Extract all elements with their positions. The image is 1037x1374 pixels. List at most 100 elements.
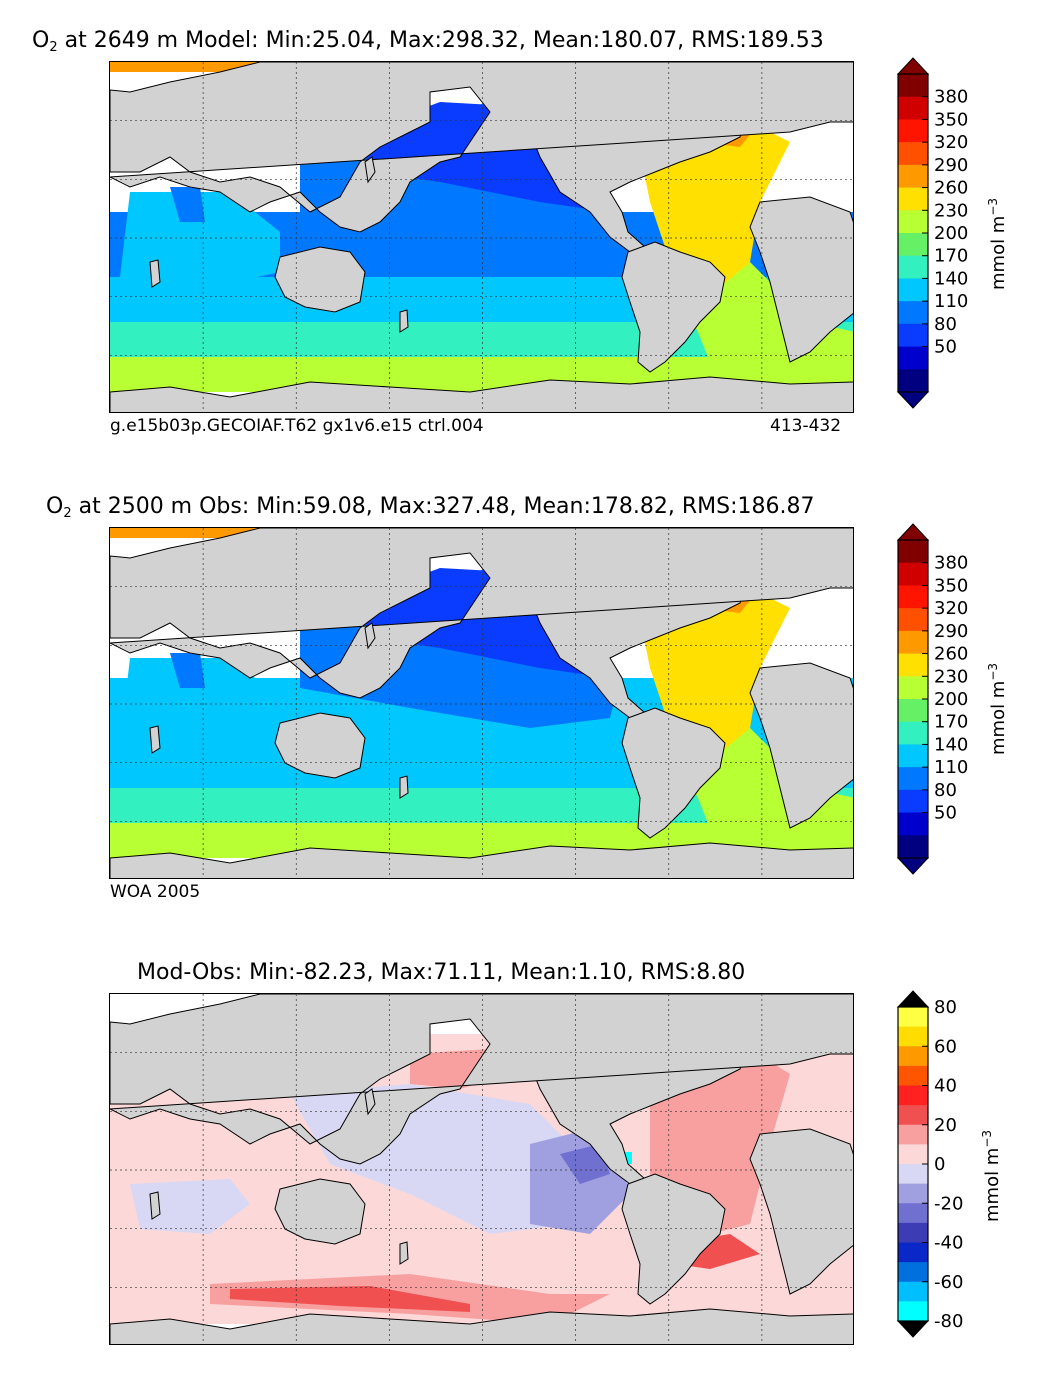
obs-title: O2 at 2500 m Obs: Min:59.08, Max:327.48,…: [46, 494, 815, 521]
colorbar-swatch: [898, 540, 928, 564]
colorbar-tick-label: 260: [934, 644, 968, 665]
colorbar-swatch: [898, 323, 928, 348]
model-colorbar: 380 350 320 290 260 230 200 170 140 110 80 50: [896, 57, 968, 409]
land-mass: [110, 842, 853, 878]
colorbar-tick-label: 140: [934, 268, 968, 289]
colorbar-swatch: [898, 1144, 928, 1165]
colorbar-tick-label: 260: [934, 178, 968, 199]
arabian-sea-zone: [170, 653, 205, 688]
colorbar-tick-label: 110: [934, 757, 968, 778]
colorbar-swatch: [898, 74, 928, 98]
colorbar-tick-label: 20: [934, 1115, 957, 1136]
colorbar-swatch: [898, 585, 928, 609]
land-mass: [110, 376, 853, 412]
colorbar-tick-label: 170: [934, 712, 968, 733]
obs-source-label: WOA 2005: [110, 882, 201, 902]
colorbar-tick-label: 0: [934, 1154, 945, 1175]
colorbar-swatch: [898, 699, 928, 723]
land-mass: [399, 309, 409, 333]
colorbar-tick-label: 200: [934, 689, 968, 710]
colorbar-tick-label: 140: [934, 734, 968, 755]
colorbar-swatch: [898, 346, 928, 370]
land-mass: [274, 1178, 366, 1245]
arabian-sea-zone: [170, 187, 205, 222]
colorbar-swatch: [898, 1164, 928, 1185]
indian-ocean-zone: [120, 658, 280, 758]
colorbar-swatch: [898, 1085, 928, 1106]
colorbar-extend-bottom: [896, 857, 930, 875]
model-colorbar-unit: mmol m−3: [986, 197, 1009, 290]
land-mass: [149, 259, 161, 288]
colorbar-swatch: [898, 789, 928, 814]
colorbar-swatch: [898, 630, 928, 655]
colorbar-tick-label: -20: [934, 1193, 963, 1214]
land-mass: [110, 528, 853, 699]
colorbar-tick-label: 320: [934, 598, 968, 619]
colorbar-tick-label: 80: [934, 314, 957, 335]
colorbar-swatch: [898, 1046, 928, 1067]
colorbar-tick-label: -60: [934, 1272, 963, 1293]
land-mass: [399, 1241, 409, 1265]
colorbar-swatch: [898, 1222, 928, 1243]
colorbar-swatch: [898, 1301, 928, 1322]
diff-map: [109, 993, 854, 1345]
colorbar-swatch: [898, 255, 928, 279]
colorbar-tick-label: 110: [934, 291, 968, 312]
colorbar-tick-label: 320: [934, 132, 968, 153]
land-mass: [621, 707, 726, 839]
model-title: O2 at 2649 m Model: Min:25.04, Max:298.3…: [32, 28, 824, 55]
indian-ocean-negative: [130, 1179, 250, 1234]
colorbar-tick-label: 380: [934, 87, 968, 108]
colorbar-swatch: [898, 96, 928, 120]
diff-colorbar: 80 60 40 20 0 -20 -40 -60 -80: [896, 990, 963, 1338]
land-mass: [621, 241, 726, 373]
obs-colorbar-unit: mmol m−3: [986, 662, 1009, 755]
colorbar-swatch: [898, 1183, 928, 1204]
colorbar-tick-label: 350: [934, 109, 968, 130]
colorbar-swatch: [898, 164, 928, 189]
colorbar-swatch: [898, 1065, 928, 1086]
colorbar-tick-label: 290: [934, 155, 968, 176]
colorbar-swatch: [898, 1007, 928, 1028]
colorbar-swatch: [898, 1262, 928, 1283]
colorbar-swatch: [898, 187, 928, 211]
land-mass: [110, 994, 853, 1165]
map-svg: [110, 994, 853, 1344]
land-mass: [621, 1173, 726, 1305]
colorbar-swatch: [898, 676, 928, 700]
colorbar-tick-label: 170: [934, 246, 968, 267]
colorbar-tick-label: -80: [934, 1311, 963, 1332]
colorbar-tick-label: 80: [934, 997, 957, 1018]
model-year-range: 413-432: [770, 416, 842, 436]
colorbar-swatch: [898, 210, 928, 234]
colorbar-swatch: [898, 1026, 928, 1047]
indian-ocean-zone: [120, 192, 280, 292]
colorbar-tick-label: 380: [934, 553, 968, 574]
colorbar-swatch: [898, 301, 928, 325]
model-map: [109, 61, 854, 413]
land-mass: [364, 622, 376, 650]
colorbar-swatch: [898, 835, 928, 859]
colorbar-tick-label: 230: [934, 200, 968, 221]
colorbar-swatch: [898, 812, 928, 836]
land-mass: [110, 1308, 853, 1344]
land-mass: [149, 725, 161, 754]
colorbar-swatch: [898, 744, 928, 768]
colorbar-tick-label: 50: [934, 803, 957, 824]
diff-colorbar-unit: mmol m−3: [980, 1129, 1003, 1222]
land-mass: [364, 156, 376, 184]
colorbar-tick-label: 50: [934, 337, 957, 358]
colorbar-swatch: [898, 562, 928, 586]
colorbar-extend-top: [896, 57, 930, 75]
colorbar-tick-label: 290: [934, 621, 968, 642]
land-mass: [274, 246, 366, 313]
southern-ocean-core: [230, 1286, 470, 1312]
colorbar-swatch: [898, 278, 928, 302]
colorbar-extend-bottom: [896, 391, 930, 409]
colorbar-swatch: [898, 1281, 928, 1302]
colorbar-swatch: [898, 369, 928, 393]
colorbar-swatch: [898, 653, 928, 677]
colorbar-svg: 80 60 40 20 0 -20 -40 -60 -80: [896, 990, 963, 1338]
colorbar-tick-label: 80: [934, 780, 957, 801]
colorbar-tick-label: 200: [934, 223, 968, 244]
